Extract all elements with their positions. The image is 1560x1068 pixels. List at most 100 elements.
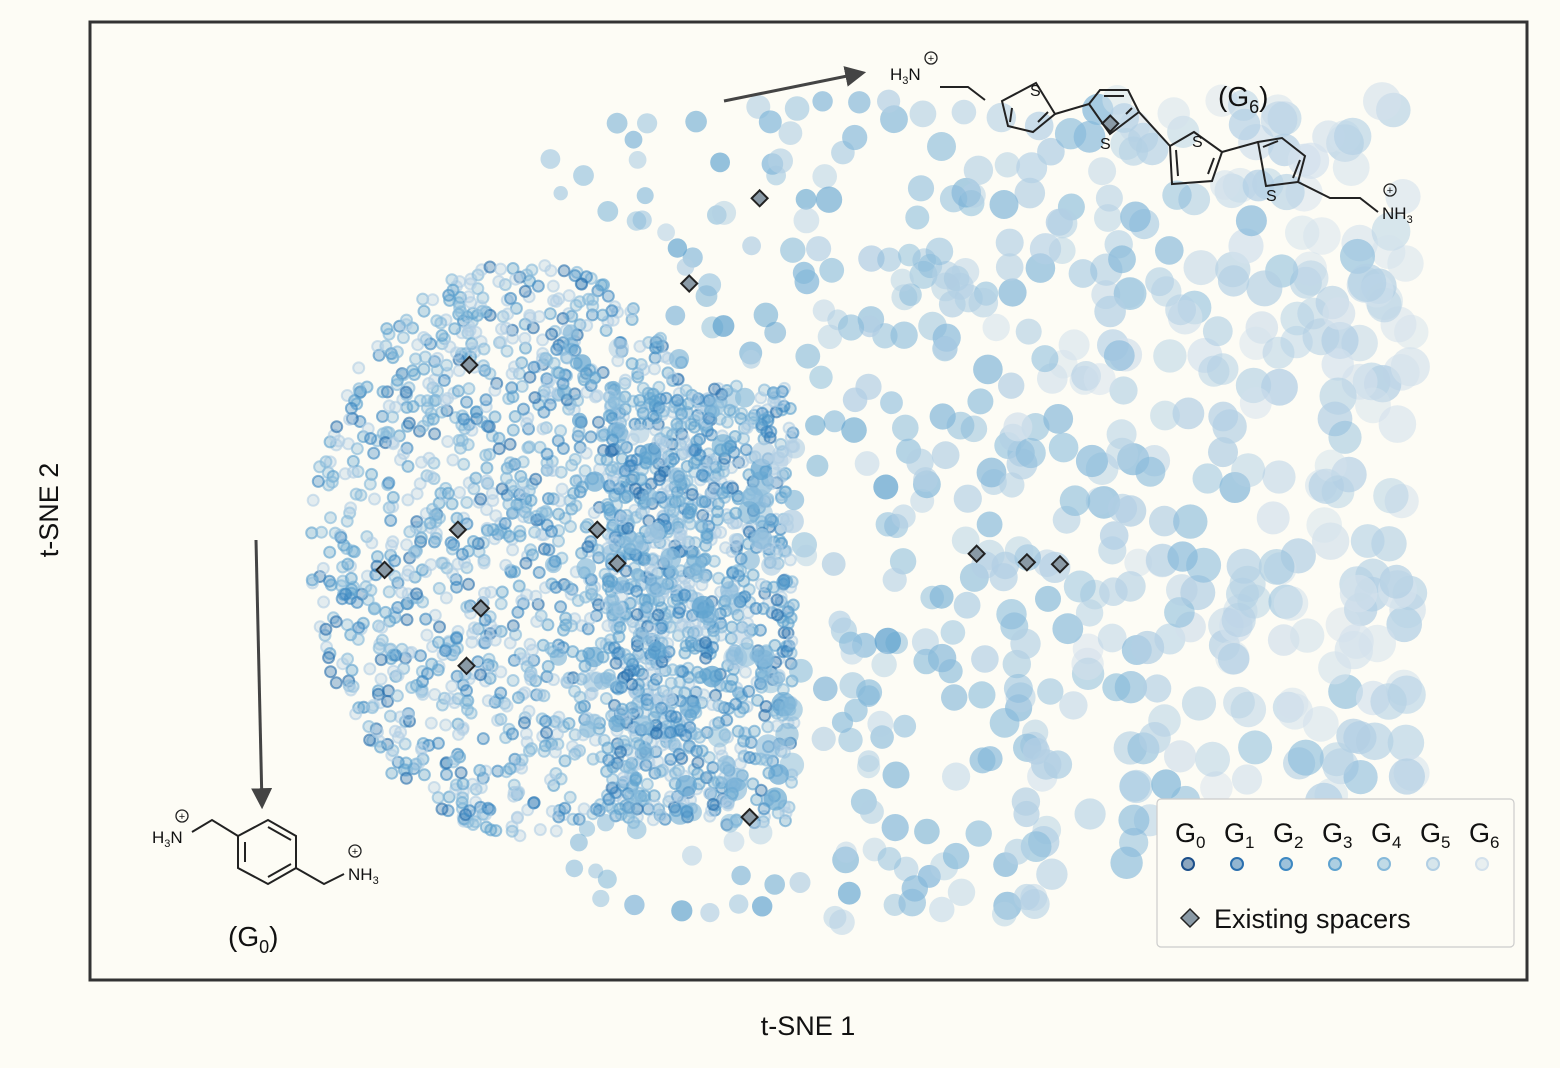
scatter-point-g4 [1162, 180, 1192, 210]
scatter-point-g5 [1231, 453, 1266, 488]
scatter-point-g1 [540, 726, 553, 740]
scatter-point-g5 [994, 152, 1021, 178]
scatter-point-g3 [615, 702, 629, 716]
scatter-point-g3 [508, 410, 522, 423]
scatter-point-g5 [431, 351, 444, 365]
scatter-point-g5 [519, 727, 533, 741]
legend-marker-g0 [1181, 857, 1195, 871]
scatter-point-g1 [621, 521, 635, 535]
scatter-point-g6 [1164, 740, 1197, 773]
scatter-point-g2 [506, 727, 519, 741]
scatter-point-g5 [947, 878, 976, 906]
scatter-point-g3 [711, 434, 735, 458]
g0-molecule-structure [191, 818, 345, 886]
scatter-point-g4 [920, 585, 944, 610]
scatter-point-g3 [763, 787, 788, 811]
scatter-point-g3 [562, 337, 579, 354]
scatter-point-g4 [563, 790, 577, 804]
plus-charge-icon [1383, 183, 1397, 197]
scatter-point-g4 [927, 132, 956, 161]
scatter-point-g4 [614, 678, 628, 692]
scatter-point-g1 [518, 284, 532, 298]
scatter-point-g4 [720, 581, 739, 600]
scatter-point-g1 [495, 482, 509, 496]
scatter-point-g5 [877, 89, 901, 113]
scatter-point-g4 [832, 846, 859, 874]
scatter-point-g2 [540, 447, 554, 461]
scatter-point-g4 [593, 672, 611, 690]
scatter-point-g4 [735, 387, 755, 408]
scatter-point-g5 [1119, 769, 1154, 804]
g0-arrow [251, 539, 273, 810]
scatter-point-g4 [622, 532, 644, 555]
scatter-point-g5 [317, 595, 331, 609]
scatter-point-g4 [715, 620, 728, 634]
scatter-point-g2 [602, 753, 616, 767]
scatter-point-g5 [858, 315, 881, 338]
scatter-point-g4 [468, 815, 482, 829]
scatter-point-g5 [789, 872, 811, 893]
scatter-point-g2 [672, 747, 686, 761]
scatter-point-g3 [685, 110, 707, 133]
scatter-point-g4 [671, 517, 685, 531]
scatter-point-g5 [1094, 204, 1122, 232]
legend-marker-g6 [1475, 857, 1489, 871]
scatter-point-g5 [1217, 265, 1250, 297]
scatter-point-g3 [668, 802, 692, 825]
scatter-point-g3 [549, 648, 568, 666]
scatter-point-g2 [481, 801, 495, 815]
scatter-point-g5 [637, 363, 651, 377]
scatter-point-g5 [793, 207, 820, 234]
scatter-point-g5 [913, 467, 938, 492]
scatter-point-g5 [829, 909, 855, 935]
scatter-point-g5 [439, 718, 453, 732]
scatter-point-g4 [636, 187, 654, 205]
scatter-point-g5 [739, 665, 752, 679]
scatter-point-g3 [557, 384, 572, 400]
legend-marker-g1 [1230, 857, 1244, 871]
scatter-point-g5 [963, 155, 994, 185]
scatter-point-g3 [679, 696, 701, 719]
scatter-point-g5 [488, 383, 502, 397]
scatter-point-g3 [764, 321, 787, 344]
scatter-point-g5 [1373, 478, 1409, 514]
legend-label-g2: G2 [1273, 818, 1303, 852]
scatter-point-g4 [390, 689, 404, 703]
scatter-point-g4 [640, 777, 654, 791]
scatter-point-g4 [819, 257, 845, 283]
scatter-point-g6 [1292, 251, 1327, 286]
scatter-point-g3 [786, 598, 800, 612]
scatter-point-g4 [953, 591, 981, 619]
scatter-point-g4 [877, 847, 902, 871]
scatter-point-g5 [648, 362, 661, 376]
scatter-point-g4 [698, 273, 722, 297]
scatter-point-g3 [506, 423, 520, 437]
scatter-point-g5 [681, 537, 695, 551]
scatter-point-g4 [460, 496, 474, 509]
scatter-point-g4 [898, 243, 921, 267]
scatter-point-g3 [618, 491, 632, 505]
scatter-point-g3 [768, 764, 789, 785]
scatter-point-g3 [680, 459, 694, 473]
scatter-point-g4 [632, 626, 650, 644]
scatter-point-g3 [747, 724, 761, 738]
scatter-point-g5 [387, 664, 400, 678]
scatter-point-g3 [941, 684, 968, 711]
scatter-point-g5 [778, 121, 803, 145]
scatter-point-g3 [805, 415, 826, 436]
scatter-point-g4 [503, 456, 517, 470]
scatter-point-g4 [403, 525, 417, 539]
scatter-point-g4 [426, 502, 439, 516]
scatter-point-g2 [481, 419, 494, 433]
scatter-point-g2 [764, 425, 778, 439]
scatter-point-g4 [1173, 504, 1208, 539]
scatter-point-g3 [426, 412, 440, 426]
scatter-point-g2 [678, 588, 692, 602]
scatter-point-g6 [1210, 170, 1240, 200]
scatter-point-g5 [1229, 565, 1266, 603]
scatter-point-g3 [469, 471, 483, 485]
scatter-point-g5 [882, 567, 907, 592]
legend-label-g3: G3 [1322, 818, 1352, 852]
scatter-point-g4 [666, 594, 680, 608]
scatter-point-g5 [1262, 336, 1295, 369]
